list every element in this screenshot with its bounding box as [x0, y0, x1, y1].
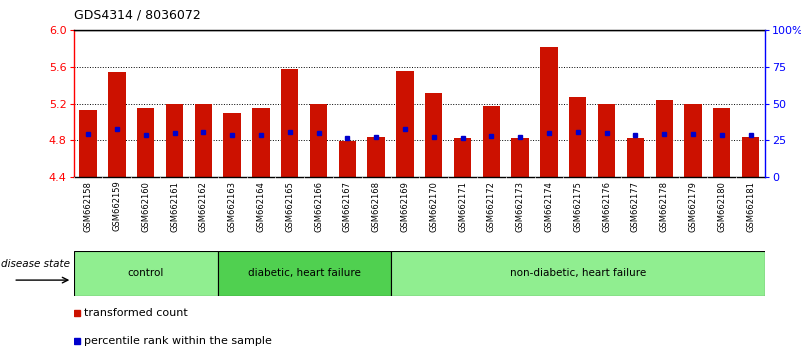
Text: non-diabetic, heart failure: non-diabetic, heart failure	[509, 268, 646, 279]
Text: GSM662161: GSM662161	[170, 181, 179, 232]
Text: GSM662178: GSM662178	[660, 181, 669, 232]
Bar	[742, 137, 759, 177]
Text: GSM662174: GSM662174	[545, 181, 553, 232]
FancyBboxPatch shape	[74, 251, 218, 296]
Text: GDS4314 / 8036072: GDS4314 / 8036072	[74, 9, 200, 22]
Bar	[281, 69, 298, 177]
Text: GSM662159: GSM662159	[112, 181, 122, 232]
Text: GSM662176: GSM662176	[602, 181, 611, 232]
Bar	[339, 141, 356, 177]
Bar	[79, 110, 97, 177]
Bar	[396, 72, 413, 177]
Bar	[512, 137, 529, 177]
Text: GSM662170: GSM662170	[429, 181, 438, 232]
Bar	[541, 47, 557, 177]
Text: disease state: disease state	[2, 259, 70, 269]
Bar	[252, 108, 270, 177]
Bar	[569, 97, 586, 177]
Text: transformed count: transformed count	[84, 308, 187, 318]
Bar	[310, 104, 327, 177]
Text: GSM662172: GSM662172	[487, 181, 496, 232]
Text: GSM662164: GSM662164	[256, 181, 265, 232]
Text: GSM662173: GSM662173	[516, 181, 525, 232]
Text: GSM662163: GSM662163	[227, 181, 236, 232]
Text: percentile rank within the sample: percentile rank within the sample	[84, 336, 272, 346]
Text: GSM662165: GSM662165	[285, 181, 294, 232]
FancyBboxPatch shape	[391, 251, 765, 296]
FancyBboxPatch shape	[218, 251, 391, 296]
Bar	[713, 108, 731, 177]
Text: GSM662169: GSM662169	[400, 181, 409, 232]
Bar	[483, 106, 500, 177]
Text: GSM662180: GSM662180	[717, 181, 727, 232]
Bar	[454, 137, 471, 177]
Text: control: control	[127, 268, 164, 279]
Bar	[195, 104, 212, 177]
Text: diabetic, heart failure: diabetic, heart failure	[248, 268, 360, 279]
Text: GSM662167: GSM662167	[343, 181, 352, 232]
Bar	[684, 104, 702, 177]
Text: GSM662177: GSM662177	[631, 181, 640, 232]
Bar	[137, 108, 155, 177]
Text: GSM662168: GSM662168	[372, 181, 380, 232]
Bar	[655, 100, 673, 177]
Text: GSM662166: GSM662166	[314, 181, 323, 232]
Bar	[223, 113, 241, 177]
Bar	[108, 72, 126, 177]
Text: GSM662171: GSM662171	[458, 181, 467, 232]
Text: GSM662160: GSM662160	[141, 181, 151, 232]
Bar	[626, 137, 644, 177]
Bar	[368, 137, 384, 177]
Bar	[598, 104, 615, 177]
Text: GSM662162: GSM662162	[199, 181, 207, 232]
Text: GSM662175: GSM662175	[574, 181, 582, 232]
Text: GSM662181: GSM662181	[746, 181, 755, 232]
Text: GSM662179: GSM662179	[688, 181, 698, 232]
Bar	[166, 104, 183, 177]
Text: GSM662158: GSM662158	[83, 181, 93, 232]
Bar	[425, 93, 442, 177]
